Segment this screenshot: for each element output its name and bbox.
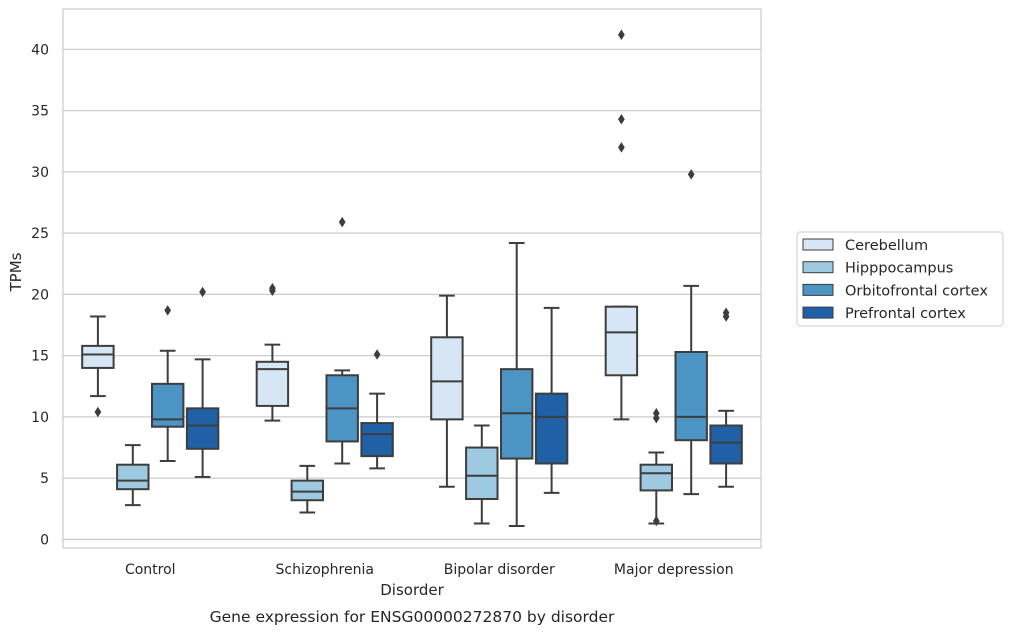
box-orbitofrontal-cortex (674, 169, 708, 496)
box-orbitofrontal-cortex (325, 216, 359, 465)
box-iqr (709, 424, 743, 465)
y-tick-label: 25 (31, 226, 49, 242)
legend-frame (796, 231, 1004, 327)
outlier-point (618, 29, 625, 40)
plot-area-border (62, 8, 762, 549)
legend-swatch (802, 261, 834, 274)
box-iqr (185, 407, 220, 450)
y-tick-label: 35 (31, 104, 49, 120)
box-iqr (534, 392, 569, 465)
y-tick-label: 20 (31, 287, 49, 303)
box-cerebellum (255, 283, 290, 422)
box-prefrontal-cortex (185, 286, 220, 478)
x-tick-labels: Control Schizophrenia Bipolar disorder Majo… (125, 562, 734, 578)
box-iqr (430, 336, 464, 421)
box-plot-boxes (81, 29, 743, 527)
legend-label: Cerebellum (845, 238, 928, 254)
x-tick-label: Major depression (614, 562, 734, 578)
y-tick-label: 15 (31, 349, 49, 365)
box-iqr (465, 446, 499, 500)
box-iqr (116, 463, 150, 491)
legend-label: Hipppocampus (845, 261, 953, 277)
legend-label: Orbitofrontal cortex (845, 283, 988, 299)
box-iqr (290, 479, 325, 502)
x-axis-label: Disorder (380, 581, 444, 599)
box-iqr (81, 344, 115, 369)
legend-swatch (802, 283, 834, 296)
y-axis-label: TPMs (7, 252, 25, 292)
outlier-point (338, 216, 346, 228)
legend: Cerebellum Hipppocampus Orbitofrontal cort… (796, 231, 1004, 327)
box-cerebellum (430, 294, 464, 488)
outlier-point (269, 283, 276, 294)
box-iqr (360, 422, 394, 458)
y-tick-label: 40 (31, 42, 49, 58)
chart-caption: Gene expression for ENSG00000272870 by d… (210, 608, 615, 626)
outlier-point (618, 142, 625, 153)
x-tick-label: Schizophrenia (276, 562, 374, 578)
y-tick-label: 30 (31, 165, 49, 181)
outlier-point (618, 114, 625, 125)
y-tick-label: 0 (40, 532, 49, 548)
box-iqr (604, 305, 639, 377)
y-tick-label: 5 (40, 471, 49, 487)
outlier-point (94, 406, 102, 418)
legend-swatch (802, 238, 834, 251)
box-cerebellum (81, 315, 115, 418)
y-tick-label: 10 (31, 410, 49, 426)
box-prefrontal-cortex (360, 349, 394, 470)
outlier-point (722, 307, 730, 319)
outlier-point (687, 169, 695, 180)
box-orbitofrontal-cortex (150, 305, 185, 463)
outlier-point (652, 515, 660, 527)
x-tick-label: Control (125, 562, 176, 578)
box-iqr (674, 351, 708, 442)
outlier-point (652, 408, 660, 419)
box-hipppocampus (116, 444, 150, 507)
legend-swatch (802, 306, 834, 319)
box-hipppocampus (465, 424, 499, 525)
box-prefrontal-cortex (709, 307, 743, 488)
legend-label: Prefrontal cortex (845, 306, 966, 322)
y-tick-labels: 0 5 10 15 20 25 30 35 40 (31, 42, 49, 548)
outlier-point (164, 305, 172, 316)
box-hipppocampus (290, 464, 325, 514)
x-tick-label: Bipolar disorder (444, 562, 555, 578)
outlier-point (199, 286, 206, 298)
box-orbitofrontal-cortex (499, 241, 534, 527)
outlier-point (373, 349, 381, 360)
box-hipppocampus (639, 408, 674, 527)
box-prefrontal-cortex (534, 306, 569, 494)
box-cerebellum (604, 29, 639, 421)
box-iqr (639, 463, 674, 492)
